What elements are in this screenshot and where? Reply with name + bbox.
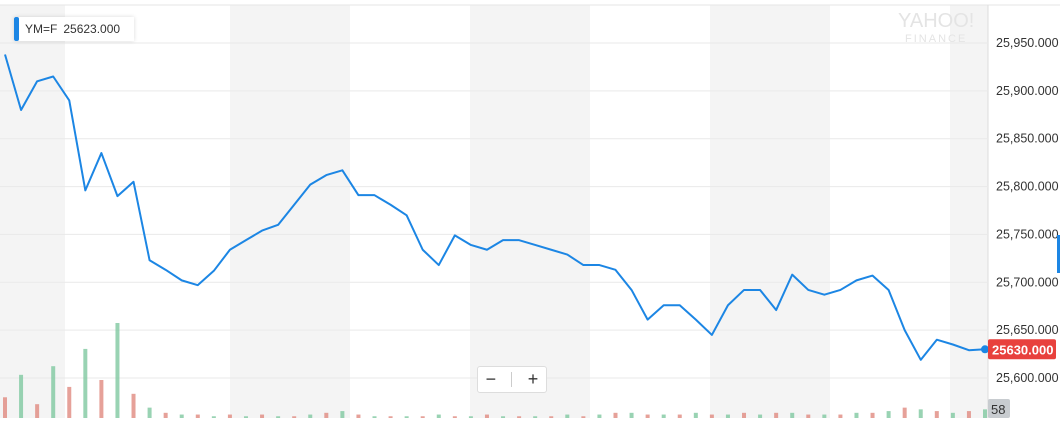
y-tick-label: 25,700.000 bbox=[996, 275, 1059, 289]
zoom-in-button[interactable]: + bbox=[527, 369, 539, 389]
volume-bar bbox=[950, 412, 955, 418]
y-tick-label: 25,600.000 bbox=[996, 371, 1059, 385]
volume-bar bbox=[484, 414, 489, 418]
volume-label: 58 bbox=[991, 402, 1005, 417]
volume-bar bbox=[179, 414, 184, 418]
volume-bar bbox=[468, 416, 473, 418]
legend-color-marker bbox=[14, 17, 19, 41]
legend-symbol: YM=F bbox=[25, 22, 58, 36]
zoom-controls: − + bbox=[477, 366, 547, 393]
volume-bar bbox=[854, 412, 859, 418]
y-tick-label: 25,800.000 bbox=[996, 180, 1059, 194]
volume-bar bbox=[388, 416, 393, 418]
volume-bar bbox=[790, 412, 795, 418]
zoom-separator bbox=[511, 372, 513, 387]
volume-bar bbox=[677, 414, 682, 418]
volume-bar bbox=[983, 409, 987, 418]
volume-bar bbox=[693, 412, 698, 418]
volume-bar bbox=[35, 404, 40, 418]
volume-bar bbox=[645, 414, 650, 418]
volume-bar bbox=[501, 416, 506, 418]
volume-bar bbox=[565, 414, 570, 418]
y-tick-label: 25,750.000 bbox=[996, 227, 1059, 241]
volume-bar bbox=[211, 416, 216, 418]
legend-value: 25623.000 bbox=[63, 22, 121, 36]
volume-bar bbox=[886, 411, 891, 418]
volume-bar bbox=[195, 414, 200, 418]
volume-bar bbox=[292, 416, 297, 418]
session-band bbox=[950, 5, 988, 418]
volume-bar bbox=[661, 414, 666, 418]
volume-bar bbox=[517, 416, 522, 418]
volume-bar bbox=[918, 409, 923, 418]
current-price-dot bbox=[981, 345, 989, 354]
volume-bar bbox=[115, 323, 120, 418]
legend: YM=F 25623.000 bbox=[14, 17, 135, 41]
volume-bar bbox=[340, 411, 345, 418]
volume-bar bbox=[308, 414, 313, 418]
volume-bar bbox=[725, 414, 730, 418]
volume-bar bbox=[934, 411, 939, 418]
price-line bbox=[4, 54, 986, 361]
volume-bar bbox=[227, 414, 232, 418]
volume-bar bbox=[372, 416, 377, 418]
volume-bar bbox=[629, 412, 634, 418]
volume-bar bbox=[581, 416, 586, 418]
zoom-out-button[interactable]: − bbox=[485, 369, 497, 389]
volume-bar bbox=[83, 348, 88, 418]
volume-bar bbox=[742, 412, 747, 418]
yahoo-finance-watermark: YAHOO! FINANCE bbox=[898, 10, 975, 45]
y-tick-label: 25,650.000 bbox=[996, 323, 1059, 337]
volume-bar bbox=[822, 414, 827, 418]
volume-bar bbox=[774, 412, 779, 418]
current-price-label: 25630.000 bbox=[992, 342, 1053, 357]
volume-bar bbox=[452, 416, 457, 418]
volume-bar bbox=[243, 416, 248, 418]
volume-bar bbox=[131, 393, 136, 418]
volume-bar bbox=[324, 412, 329, 418]
volume-bar bbox=[902, 407, 907, 418]
volume-bar bbox=[67, 386, 72, 418]
volume-bar bbox=[51, 366, 56, 418]
volume-bar bbox=[3, 397, 7, 418]
volume-bar bbox=[260, 414, 265, 418]
volume-bar bbox=[99, 380, 104, 418]
session-band bbox=[710, 5, 830, 418]
y-tick-label: 25,850.000 bbox=[996, 132, 1059, 146]
volume-bar bbox=[163, 412, 168, 418]
volume-bar bbox=[758, 414, 763, 418]
current-price-badge bbox=[988, 339, 1056, 360]
volume-bar bbox=[420, 416, 425, 418]
volume-bar bbox=[404, 416, 409, 418]
volume-bar bbox=[356, 414, 361, 418]
volume-badge bbox=[988, 399, 1010, 418]
volume-bar bbox=[549, 416, 554, 418]
volume-bar bbox=[806, 414, 811, 418]
volume-bar bbox=[19, 374, 24, 418]
volume-bar bbox=[966, 411, 971, 418]
volume-bar bbox=[147, 407, 152, 418]
volume-bar bbox=[838, 414, 843, 418]
volume-bar bbox=[533, 416, 538, 418]
session-band bbox=[470, 5, 590, 418]
volume-bar bbox=[870, 412, 875, 418]
scroll-handle[interactable] bbox=[1057, 235, 1060, 273]
volume-bar bbox=[709, 414, 714, 418]
session-band bbox=[0, 5, 65, 418]
y-tick-label: 25,900.000 bbox=[996, 84, 1059, 98]
volume-bar bbox=[436, 414, 441, 418]
volume-bar bbox=[276, 416, 281, 418]
volume-bar bbox=[613, 412, 618, 418]
y-tick-label: 25,950.000 bbox=[996, 36, 1059, 50]
volume-bar bbox=[597, 414, 602, 418]
